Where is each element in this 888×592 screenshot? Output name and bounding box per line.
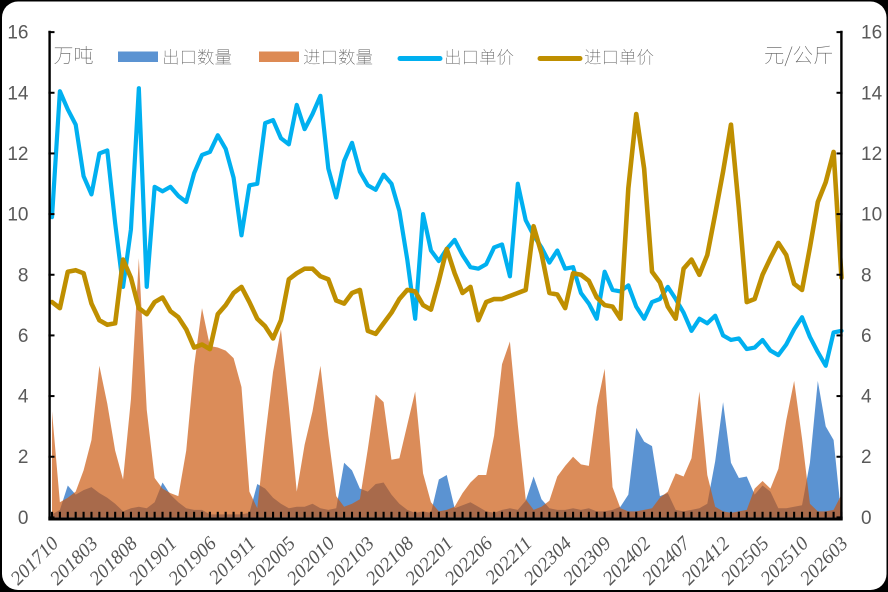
right-axis-tick-label: 10	[861, 205, 882, 226]
right-axis-tick-label: 0	[861, 508, 872, 529]
left-axis-title-text	[54, 45, 93, 64]
chart-legend[interactable]	[118, 48, 654, 65]
right-axis-tick-label: 8	[861, 265, 872, 286]
left-axis-tick-label: 6	[18, 326, 29, 347]
right-axis-title-text	[765, 45, 833, 67]
series-import-price-line[interactable]	[49, 111, 844, 352]
right-axis-tick-label: 6	[861, 326, 872, 347]
series-export-quantity-area[interactable]	[52, 380, 842, 518]
left-axis-tick-label: 10	[7, 205, 28, 226]
left-axis-tick-label: 2	[18, 447, 29, 468]
right-axis-tick-label: 14	[861, 83, 883, 104]
legend-item-3[interactable]	[537, 48, 654, 65]
legend-label	[303, 48, 373, 65]
right-value-axis[interactable]: 0 2 4 6 8 10 12 14 16	[836, 23, 883, 529]
right-axis-tick-label: 4	[861, 387, 872, 408]
right-axis-tick-label: 2	[861, 447, 872, 468]
series-import-quantity-area[interactable]	[52, 258, 842, 518]
legend-item-2[interactable]	[397, 48, 514, 65]
left-axis-tick-label: 8	[18, 265, 29, 286]
legend-label	[446, 48, 514, 65]
left-axis-tick-label: 16	[7, 23, 28, 44]
legend-swatch	[259, 51, 299, 62]
legend-label	[584, 48, 654, 65]
right-axis-title	[765, 45, 833, 67]
legend-item-0[interactable]	[118, 48, 232, 65]
legend-swatch	[118, 51, 158, 62]
left-axis-tick-label: 12	[7, 144, 28, 165]
left-axis-title	[54, 45, 93, 64]
legend-item-1[interactable]	[259, 48, 373, 65]
legend-label	[164, 48, 232, 65]
right-axis-tick-label: 16	[861, 23, 882, 44]
left-axis-tick-label: 0	[18, 508, 29, 529]
right-axis-tick-label: 12	[861, 144, 882, 165]
left-value-axis[interactable]: 0 2 4 6 8 10 12 14 16	[7, 23, 55, 529]
left-axis-tick-label: 4	[18, 387, 29, 408]
left-axis-tick-label: 14	[7, 83, 29, 104]
